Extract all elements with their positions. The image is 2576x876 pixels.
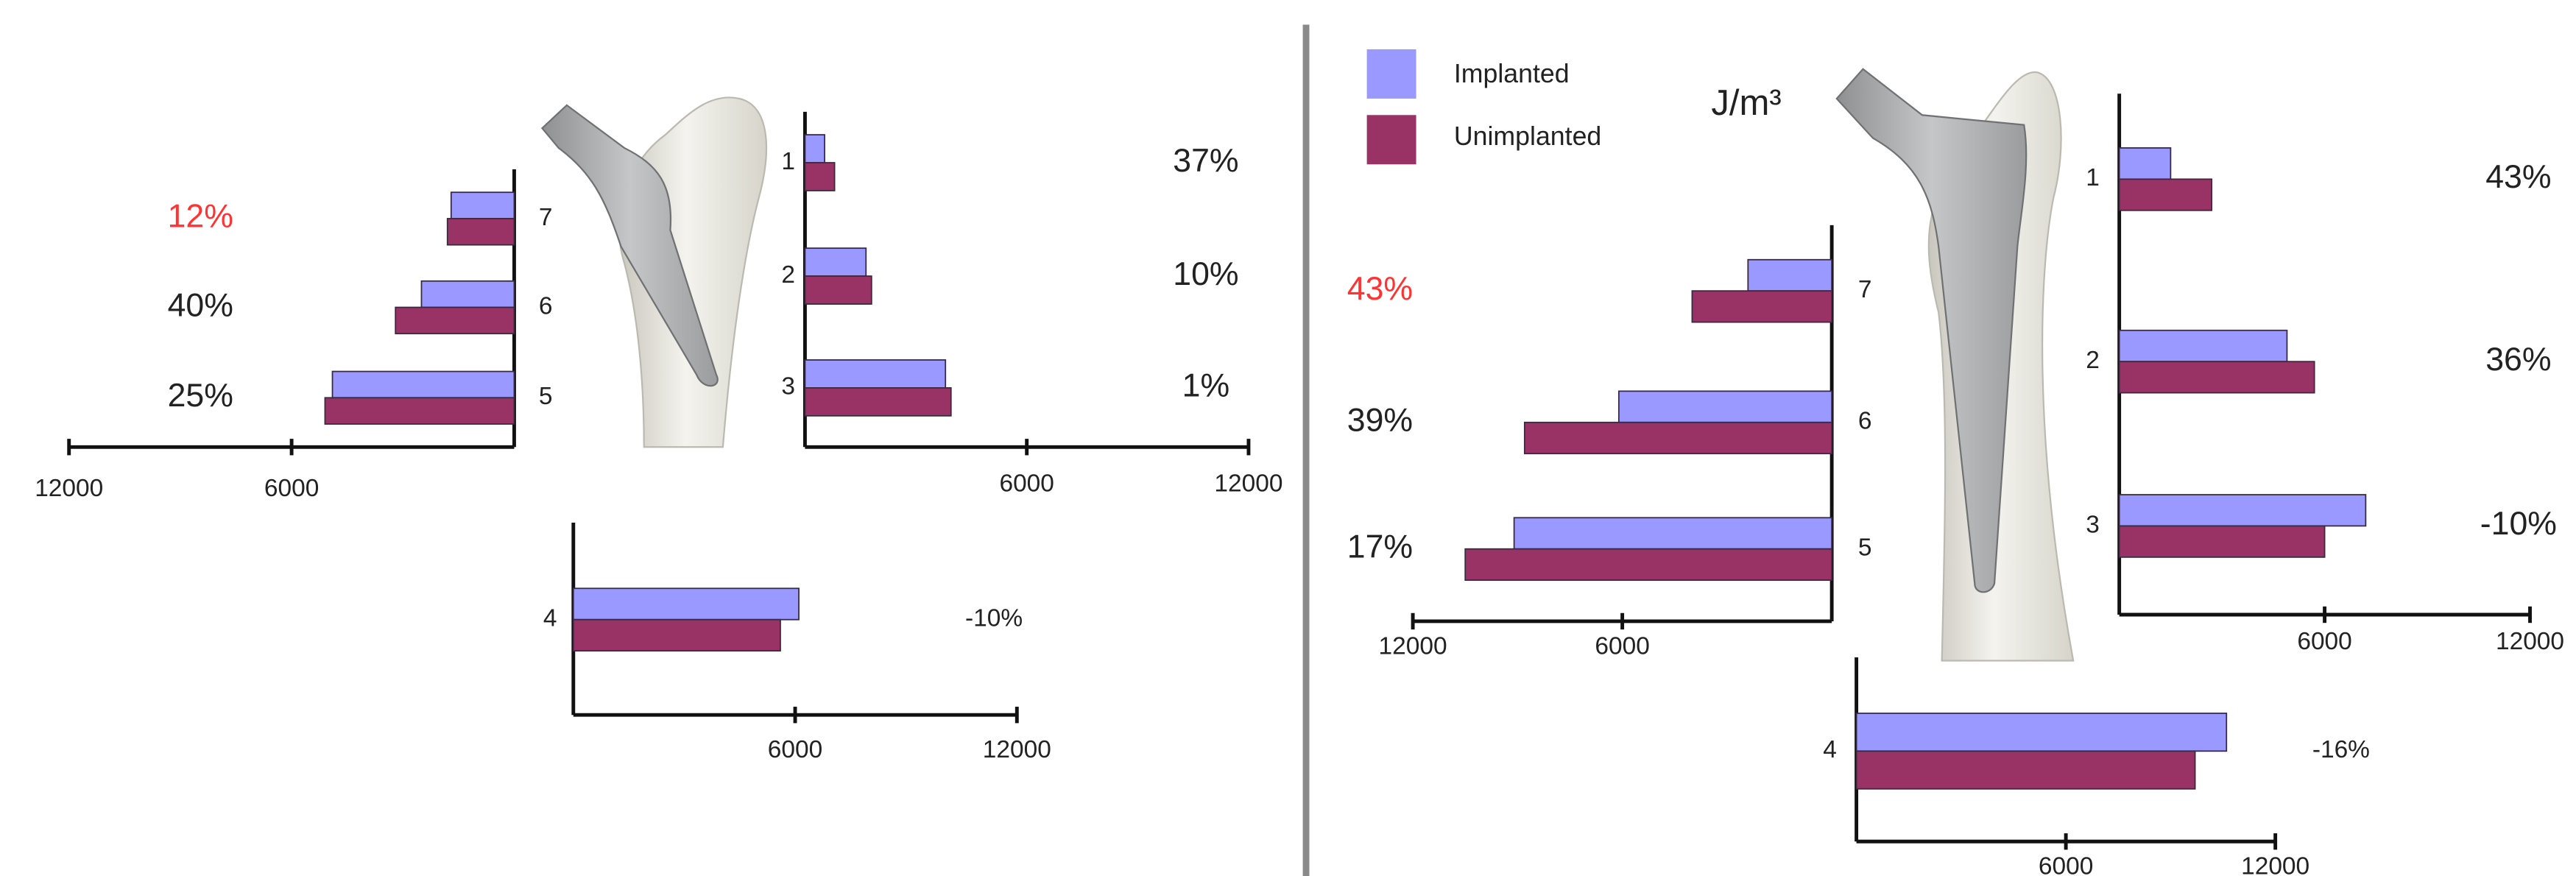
bar (1464, 548, 1833, 582)
bar (1855, 713, 2228, 752)
legend-label: Unimplanted (1454, 121, 1601, 151)
percent-label: 25% (168, 378, 233, 414)
bar (1855, 750, 2196, 790)
x-tick-label: 6000 (2039, 853, 2093, 876)
category-label: 7 (539, 204, 553, 231)
bar (446, 218, 515, 246)
bar (420, 280, 515, 308)
bar (804, 275, 872, 305)
bar (1617, 390, 1833, 423)
bar (804, 134, 825, 163)
percent-label: 10% (1173, 256, 1238, 292)
legend-swatch (1366, 115, 1416, 165)
percent-label: 43% (1347, 271, 1413, 307)
bar (324, 397, 515, 425)
category-label: 2 (2086, 347, 2100, 374)
category-label: 5 (1858, 534, 1872, 562)
percent-label: 37% (1173, 143, 1238, 179)
bar (331, 370, 515, 399)
x-tick-label: 6000 (999, 470, 1054, 497)
category-label: 6 (539, 292, 553, 319)
bar (395, 306, 515, 335)
bar (2118, 361, 2315, 394)
bar (572, 587, 800, 621)
category-label: 4 (1823, 736, 1837, 763)
percent-label: -10% (965, 605, 1023, 632)
bar (1747, 258, 1833, 292)
category-label: 3 (781, 373, 795, 400)
category-label: 6 (1858, 408, 1872, 435)
bar (1691, 290, 1833, 323)
percent-label: 43% (2485, 159, 2551, 195)
x-tick-label: 12000 (1379, 633, 1447, 660)
unit-label: J/m³ (1711, 83, 1781, 123)
legend-swatch (1366, 49, 1416, 99)
bar (804, 387, 952, 417)
x-tick-label: 6000 (768, 736, 822, 763)
percent-label: 12% (168, 199, 233, 235)
x-tick-label: 12000 (35, 475, 103, 502)
x-tick-label: 6000 (1595, 633, 1649, 660)
x-tick-label: 12000 (1214, 470, 1282, 497)
bar (2118, 329, 2288, 363)
category-label: 2 (781, 261, 795, 289)
category-label: 4 (543, 605, 557, 632)
legend-label: Implanted (1454, 59, 1570, 88)
percent-label: -16% (2312, 736, 2370, 763)
percent-label: 39% (1347, 403, 1413, 439)
bar (450, 191, 515, 219)
category-label: 1 (2086, 164, 2100, 191)
x-tick-label: 12000 (2241, 853, 2309, 876)
femur-illustration (1835, 68, 2075, 662)
bar (804, 247, 867, 277)
category-label: 5 (539, 383, 553, 410)
percent-label: 36% (2485, 342, 2551, 378)
bar (572, 618, 781, 652)
percent-label: -10% (2480, 506, 2557, 542)
femur-illustration (540, 96, 768, 448)
percent-label: 1% (1182, 368, 1229, 404)
x-tick-label: 6000 (264, 475, 319, 502)
legend: Implanted Unimplanted (1366, 49, 1601, 165)
percent-label: 40% (168, 287, 233, 323)
category-label: 1 (781, 148, 795, 175)
bar (2118, 147, 2172, 180)
x-tick-label: 12000 (983, 736, 1051, 763)
bar (1523, 421, 1833, 455)
bar (1513, 517, 1833, 550)
bar (2118, 525, 2326, 558)
bar (804, 162, 836, 191)
category-label: 7 (1858, 276, 1872, 303)
x-tick-label: 6000 (2297, 628, 2351, 655)
bar (804, 359, 947, 389)
bar (2118, 494, 2367, 527)
percent-label: 17% (1347, 529, 1413, 565)
x-tick-label: 12000 (2496, 628, 2564, 655)
category-label: 3 (2086, 511, 2100, 538)
bar (2118, 178, 2213, 211)
